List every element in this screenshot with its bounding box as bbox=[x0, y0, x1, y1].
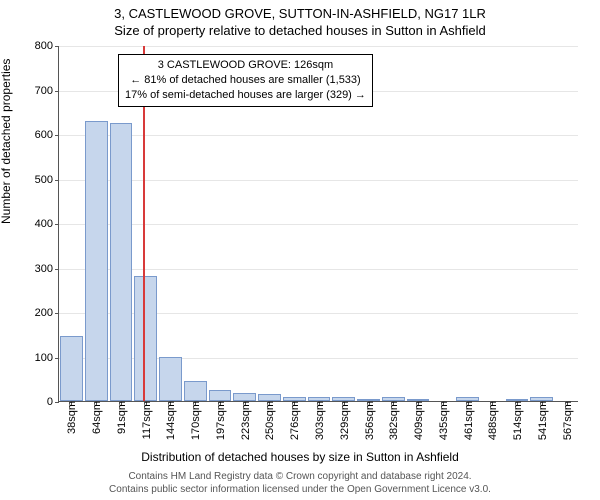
bar bbox=[407, 399, 430, 401]
bar bbox=[134, 276, 157, 401]
ytick-label: 500 bbox=[35, 174, 59, 186]
footer-line1: Contains HM Land Registry data © Crown c… bbox=[0, 471, 600, 484]
footer-line2: Contains public sector information licen… bbox=[0, 484, 600, 497]
plot-area: 010020030040050060070080038sqm64sqm91sqm… bbox=[58, 46, 578, 402]
xtick-label: 541sqm bbox=[535, 401, 549, 440]
bar bbox=[258, 394, 281, 401]
y-axis-label: Number of detached properties bbox=[0, 59, 13, 224]
bar bbox=[85, 121, 108, 401]
ytick-label: 400 bbox=[35, 218, 59, 230]
xtick-label: 223sqm bbox=[238, 401, 252, 440]
ytick-label: 700 bbox=[35, 85, 59, 97]
ytick-label: 200 bbox=[35, 307, 59, 319]
bar bbox=[60, 336, 83, 401]
xtick-label: 170sqm bbox=[188, 401, 202, 440]
bar bbox=[283, 397, 306, 401]
chart-container: { "title_main": "3, CASTLEWOOD GROVE, SU… bbox=[0, 0, 600, 500]
ytick-label: 600 bbox=[35, 129, 59, 141]
footer: Contains HM Land Registry data © Crown c… bbox=[0, 471, 600, 496]
bar bbox=[357, 399, 380, 401]
xtick-label: 91sqm bbox=[114, 401, 128, 434]
bar bbox=[110, 123, 133, 401]
bar bbox=[382, 397, 405, 401]
xtick-label: 117sqm bbox=[139, 401, 153, 439]
ytick-label: 0 bbox=[47, 396, 59, 408]
xtick-label: 276sqm bbox=[287, 401, 301, 440]
bar bbox=[184, 381, 207, 401]
ytick-label: 300 bbox=[35, 263, 59, 275]
bar bbox=[233, 393, 256, 401]
xtick-label: 514sqm bbox=[510, 401, 524, 440]
bar bbox=[332, 397, 355, 401]
gridline bbox=[59, 135, 578, 136]
xtick-label: 435sqm bbox=[436, 401, 450, 440]
gridline bbox=[59, 180, 578, 181]
annotation-line2: ← 81% of detached houses are smaller (1,… bbox=[125, 73, 366, 88]
gridline bbox=[59, 269, 578, 270]
annotation-box: 3 CASTLEWOOD GROVE: 126sqm ← 81% of deta… bbox=[118, 54, 373, 107]
ytick-label: 100 bbox=[35, 352, 59, 364]
xtick-label: 144sqm bbox=[163, 401, 177, 440]
title-sub: Size of property relative to detached ho… bbox=[0, 21, 600, 38]
bar bbox=[209, 390, 232, 401]
xtick-label: 409sqm bbox=[411, 401, 425, 440]
gridline bbox=[59, 224, 578, 225]
title-main: 3, CASTLEWOOD GROVE, SUTTON-IN-ASHFIELD,… bbox=[0, 0, 600, 21]
xtick-label: 38sqm bbox=[64, 401, 78, 434]
gridline bbox=[59, 46, 578, 47]
bar bbox=[159, 357, 182, 402]
xtick-label: 64sqm bbox=[89, 401, 103, 434]
bar bbox=[308, 397, 331, 401]
annotation-line3: 17% of semi-detached houses are larger (… bbox=[125, 88, 366, 103]
xtick-label: 303sqm bbox=[312, 401, 326, 440]
bar bbox=[530, 397, 553, 401]
annotation-line1: 3 CASTLEWOOD GROVE: 126sqm bbox=[125, 58, 366, 73]
xtick-label: 356sqm bbox=[362, 401, 376, 440]
bar bbox=[506, 399, 529, 401]
xtick-label: 567sqm bbox=[560, 401, 574, 440]
xtick-label: 329sqm bbox=[337, 401, 351, 440]
xtick-label: 382sqm bbox=[386, 401, 400, 440]
xtick-label: 461sqm bbox=[461, 401, 475, 440]
ytick-label: 800 bbox=[35, 40, 59, 52]
xtick-label: 488sqm bbox=[485, 401, 499, 440]
x-axis-label: Distribution of detached houses by size … bbox=[0, 450, 600, 464]
xtick-label: 197sqm bbox=[213, 401, 227, 440]
bar bbox=[456, 397, 479, 401]
xtick-label: 250sqm bbox=[262, 401, 276, 440]
